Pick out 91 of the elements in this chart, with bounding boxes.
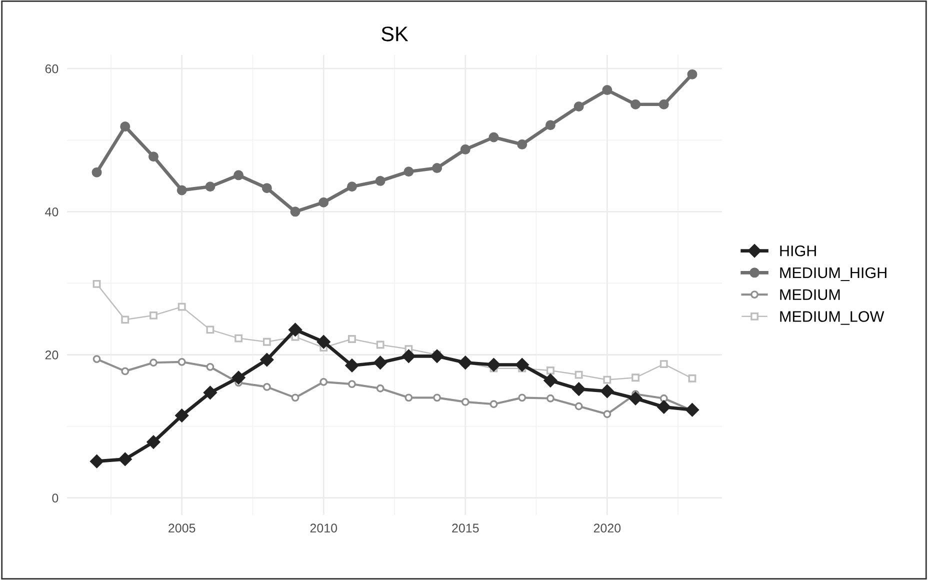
point bbox=[262, 382, 271, 391]
point bbox=[291, 394, 300, 402]
x-tick-label: 2005 bbox=[168, 524, 196, 533]
point bbox=[458, 356, 472, 370]
legend-label: HIGH bbox=[780, 245, 816, 256]
point bbox=[574, 402, 583, 410]
point bbox=[546, 366, 554, 374]
point bbox=[433, 394, 441, 402]
point bbox=[206, 326, 214, 334]
y-tick-label: 20 bbox=[45, 350, 58, 360]
point bbox=[490, 400, 498, 408]
point bbox=[92, 167, 102, 178]
point bbox=[688, 374, 696, 382]
point bbox=[318, 197, 329, 208]
point bbox=[461, 398, 470, 406]
point bbox=[404, 166, 414, 177]
point bbox=[234, 334, 243, 342]
point bbox=[544, 374, 558, 388]
point bbox=[288, 322, 302, 336]
point bbox=[686, 403, 699, 417]
point bbox=[603, 410, 612, 418]
point bbox=[120, 122, 130, 132]
point bbox=[150, 311, 158, 320]
x-tick-label: 2020 bbox=[594, 524, 621, 533]
point bbox=[660, 394, 668, 402]
point bbox=[660, 360, 668, 368]
point bbox=[146, 435, 160, 449]
point bbox=[546, 394, 554, 402]
point bbox=[90, 454, 104, 468]
point bbox=[628, 392, 642, 406]
legend-label: MEDIUM bbox=[780, 289, 840, 300]
point bbox=[515, 358, 529, 372]
point bbox=[376, 340, 384, 349]
legend-label: MEDIUM_LOW bbox=[780, 311, 884, 325]
point bbox=[121, 367, 130, 376]
point bbox=[232, 370, 246, 384]
point bbox=[175, 408, 189, 422]
point bbox=[376, 384, 384, 392]
point bbox=[404, 394, 413, 402]
y-tick-label: 0 bbox=[52, 494, 58, 502]
y-tick-label: 40 bbox=[45, 207, 58, 216]
point bbox=[658, 99, 669, 110]
point bbox=[430, 349, 444, 363]
point bbox=[316, 335, 330, 349]
point bbox=[178, 302, 186, 311]
point bbox=[320, 378, 328, 386]
point bbox=[345, 358, 359, 372]
point bbox=[574, 102, 584, 112]
point bbox=[178, 358, 186, 366]
point bbox=[205, 182, 216, 192]
point bbox=[234, 170, 244, 180]
point bbox=[176, 185, 187, 196]
point bbox=[460, 144, 470, 154]
point bbox=[348, 380, 356, 388]
point bbox=[262, 338, 271, 346]
point bbox=[517, 139, 528, 150]
x-tick-label: 2010 bbox=[310, 524, 338, 533]
point bbox=[348, 335, 356, 343]
point bbox=[118, 452, 132, 466]
point bbox=[374, 356, 388, 370]
point bbox=[375, 176, 386, 186]
point bbox=[290, 206, 300, 217]
point bbox=[402, 349, 416, 363]
point bbox=[603, 376, 612, 384]
point bbox=[574, 370, 583, 379]
point bbox=[488, 132, 499, 142]
point bbox=[260, 353, 274, 366]
point bbox=[92, 280, 101, 288]
point bbox=[432, 163, 442, 174]
point bbox=[687, 69, 698, 80]
x-tick-label: 2015 bbox=[452, 524, 479, 533]
point bbox=[600, 384, 614, 398]
legend-label: MEDIUM_HIGH bbox=[780, 267, 886, 282]
point bbox=[630, 99, 641, 110]
y-tick-label: 60 bbox=[45, 64, 58, 74]
point bbox=[545, 120, 556, 130]
point bbox=[572, 382, 586, 396]
point bbox=[148, 152, 158, 162]
point bbox=[602, 85, 612, 96]
point bbox=[518, 394, 526, 402]
point bbox=[203, 386, 217, 400]
point bbox=[150, 358, 158, 367]
point bbox=[262, 183, 272, 194]
point bbox=[657, 400, 671, 414]
chart-title: SK bbox=[382, 26, 408, 42]
point bbox=[346, 182, 357, 192]
point bbox=[487, 358, 500, 372]
point bbox=[92, 355, 101, 364]
point bbox=[632, 374, 640, 382]
point bbox=[121, 316, 130, 324]
point bbox=[206, 362, 214, 371]
